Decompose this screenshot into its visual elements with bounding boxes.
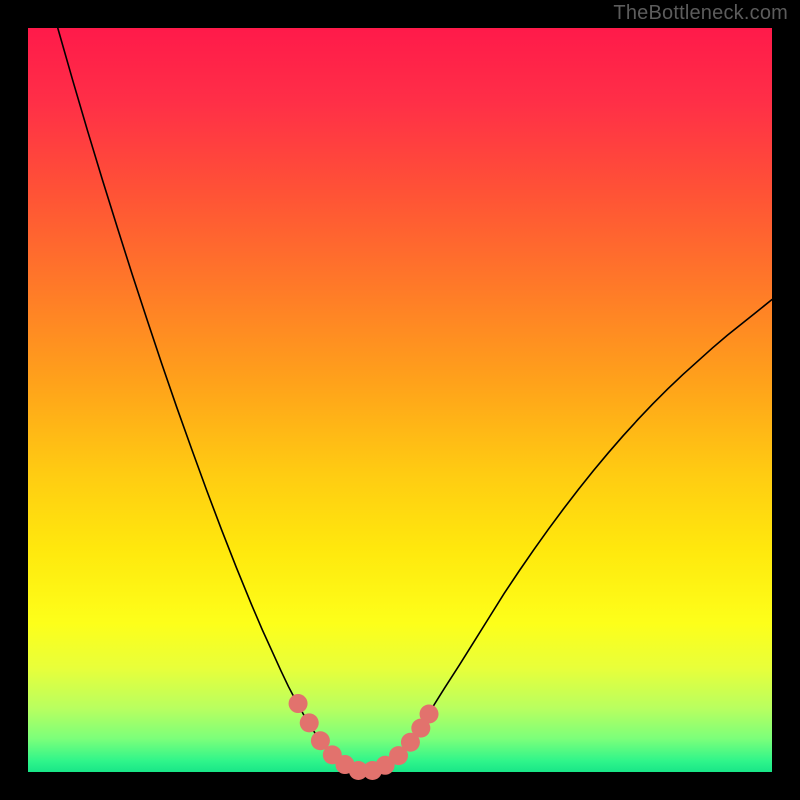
curve-marker — [289, 694, 308, 713]
curve-marker — [300, 713, 319, 732]
watermark-label: TheBottleneck.com — [613, 2, 788, 25]
chart-container: TheBottleneck.com — [0, 0, 800, 800]
gradient-background — [28, 28, 772, 772]
curve-marker — [420, 704, 439, 723]
bottleneck-chart — [0, 0, 800, 800]
